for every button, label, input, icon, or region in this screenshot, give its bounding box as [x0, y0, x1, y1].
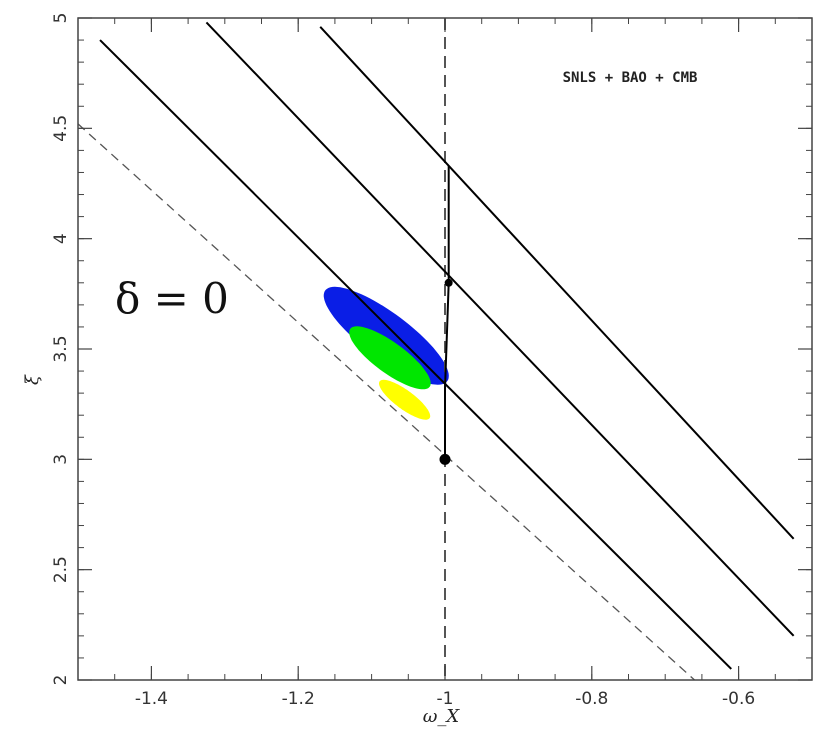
x-axis-label: ω_X	[423, 706, 461, 727]
confidence-region-outer	[323, 286, 449, 385]
marker-point-1	[439, 453, 451, 465]
confidence-region-middle	[349, 326, 431, 390]
plot-area	[78, 18, 795, 680]
diagonal-line-4	[78, 123, 695, 680]
diagonal-line-2	[205, 21, 795, 637]
x-tick-label: -1.2	[282, 689, 315, 709]
delta-zero-label: δ = 0	[115, 274, 229, 323]
annotation-label: SNLS + BAO + CMB	[563, 70, 698, 86]
y-tick-label: 3	[51, 454, 71, 465]
diagonal-line-3	[319, 26, 795, 540]
y-axis-label: ξ	[22, 374, 43, 385]
x-tick-label: -0.8	[575, 689, 608, 709]
y-tick-label: 2.5	[51, 556, 71, 583]
y-tick-label: 4	[51, 233, 71, 244]
x-tick-label: -1.4	[135, 689, 168, 709]
marker-point-2	[444, 278, 453, 287]
x-tick-label: -0.6	[722, 689, 755, 709]
diagonal-line-1	[99, 39, 732, 670]
y-tick-label: 4.5	[51, 115, 71, 142]
axis-ticks: -1.4 -1.2 -1 -0.8 -0.6 2 2.5 3 3.5 4 4.5 5	[51, 13, 812, 709]
y-tick-label: 5	[51, 13, 71, 24]
confidence-region-inner	[379, 379, 431, 420]
trajectory-line	[444, 165, 450, 460]
x-tick-label: -1	[437, 689, 454, 709]
y-tick-label: 2	[51, 675, 71, 686]
y-tick-label: 3.5	[51, 335, 71, 362]
